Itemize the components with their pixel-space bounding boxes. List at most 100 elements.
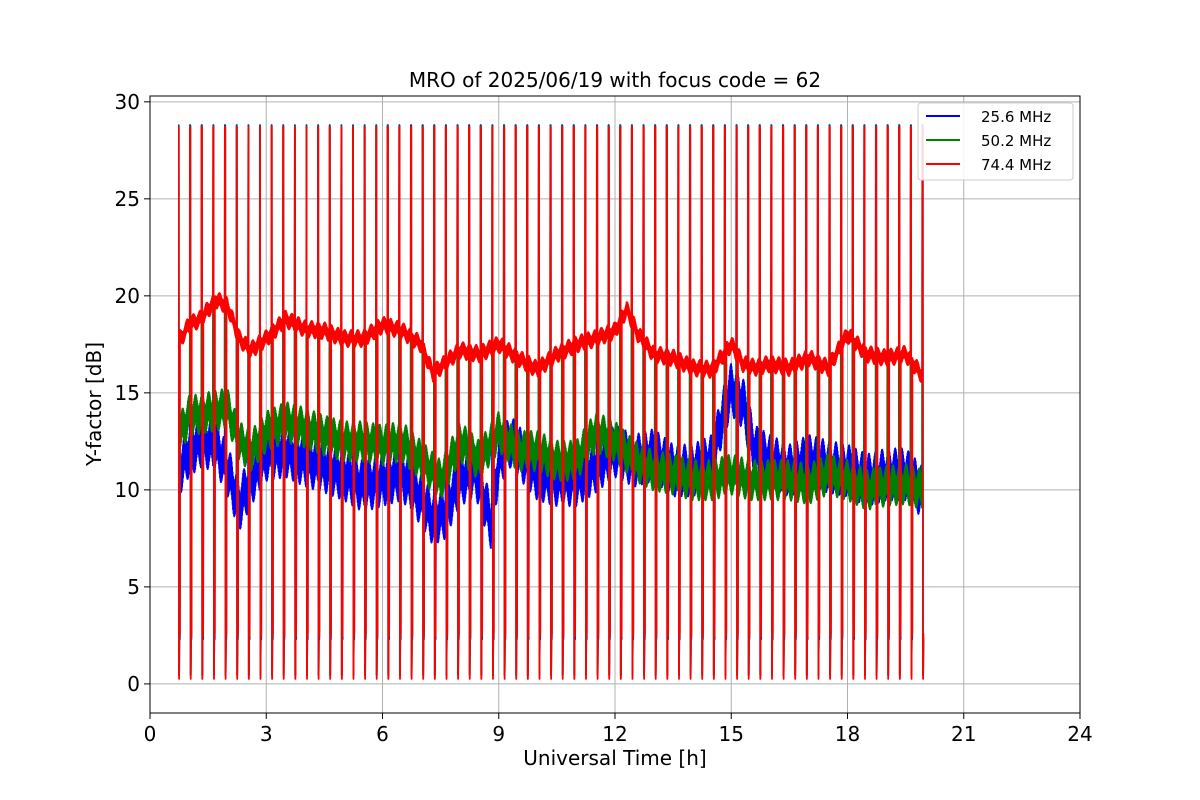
data-point [304, 460, 306, 462]
data-point [444, 363, 446, 365]
data-point [653, 470, 655, 472]
data-point [324, 330, 326, 332]
data-point [808, 357, 810, 359]
data-point [556, 460, 558, 462]
data-point [847, 334, 849, 336]
data-point [382, 479, 384, 481]
legend-label-0: 25.6 MHz [981, 108, 1051, 126]
data-point [866, 353, 868, 355]
data-point [200, 318, 202, 320]
data-point [537, 369, 539, 371]
data-point [754, 450, 756, 452]
data-point [595, 338, 597, 340]
data-point [200, 441, 202, 443]
legend-label-1: 50.2 MHz [981, 132, 1051, 150]
y-tick-label: 15 [115, 381, 140, 405]
data-point [886, 485, 888, 487]
data-point [886, 357, 888, 359]
data-point [769, 363, 771, 365]
series-layer [177, 124, 925, 680]
data-point [692, 367, 694, 369]
x-tick-label: 6 [376, 722, 389, 746]
data-point [382, 444, 384, 446]
data-point [285, 318, 287, 320]
y-tick-label: 20 [115, 284, 140, 308]
y-tick-label: 25 [115, 187, 140, 211]
tick-layer: 0 3 6 9 12 15 18 21 24 0 5 10 15 20 25 30 [115, 90, 1093, 746]
x-tick-label: 3 [260, 722, 273, 746]
x-tick-label: 12 [602, 722, 627, 746]
data-point [537, 474, 539, 476]
data-point [440, 479, 442, 481]
data-point [556, 353, 558, 355]
data-point [266, 454, 268, 456]
y-tick-label: 30 [115, 90, 140, 114]
data-point [215, 299, 217, 301]
data-point [905, 483, 907, 485]
data-point [266, 431, 268, 433]
data-point [923, 377, 925, 379]
x-tick-label: 0 [144, 722, 157, 746]
data-point [479, 460, 481, 462]
data-point [742, 402, 744, 404]
y-axis-label: Y-factor [dB] [82, 342, 106, 467]
x-axis-label: Universal Time [h] [523, 746, 706, 770]
data-point [238, 338, 240, 340]
data-point [789, 367, 791, 369]
data-point [188, 324, 190, 326]
data-point [490, 522, 492, 524]
data-point [421, 344, 423, 346]
legend: 25.6 MHz 50.2 MHz 74.4 MHz [917, 102, 1074, 181]
data-point [188, 450, 190, 452]
data-point [638, 334, 640, 336]
data-point [479, 353, 481, 355]
data-point [444, 512, 446, 514]
data-point [382, 324, 384, 326]
legend-label-2: 74.4 MHz [981, 156, 1051, 174]
data-point [401, 330, 403, 332]
data-point [827, 474, 829, 476]
data-point [227, 305, 229, 307]
data-point [324, 435, 326, 437]
data-point [789, 479, 791, 481]
data-point [459, 349, 461, 351]
data-point [711, 479, 713, 481]
data-point [576, 344, 578, 346]
y-tick-label: 10 [115, 478, 140, 502]
data-point [614, 330, 616, 332]
x-tick-label: 18 [835, 722, 860, 746]
data-point [731, 388, 733, 390]
data-point [626, 309, 628, 311]
data-point [421, 460, 423, 462]
data-point [847, 479, 849, 481]
x-tick-label: 24 [1067, 722, 1092, 746]
legend-box [917, 102, 1074, 181]
data-point [537, 450, 539, 452]
x-tick-label: 21 [951, 722, 976, 746]
data-point [304, 427, 306, 429]
chart-title: MRO of 2025/06/19 with focus code = 62 [409, 68, 821, 92]
series-2 [177, 126, 925, 680]
data-point [595, 466, 597, 468]
data-point [595, 431, 597, 433]
y-tick-label: 5 [127, 575, 140, 599]
data-point [498, 460, 500, 462]
data-point [421, 499, 423, 501]
data-point [188, 415, 190, 417]
data-point [250, 349, 252, 351]
data-point [362, 441, 364, 443]
data-point [653, 353, 655, 355]
data-point [266, 338, 268, 340]
data-point [498, 431, 500, 433]
data-point [614, 441, 616, 443]
y-tick-label: 0 [127, 672, 140, 696]
data-point [362, 338, 364, 340]
data-point [742, 363, 744, 365]
data-point [207, 412, 209, 414]
data-point [432, 373, 434, 375]
data-point [731, 474, 733, 476]
data-point [827, 367, 829, 369]
data-point [180, 338, 182, 340]
data-point [432, 518, 434, 520]
data-point [517, 357, 519, 359]
